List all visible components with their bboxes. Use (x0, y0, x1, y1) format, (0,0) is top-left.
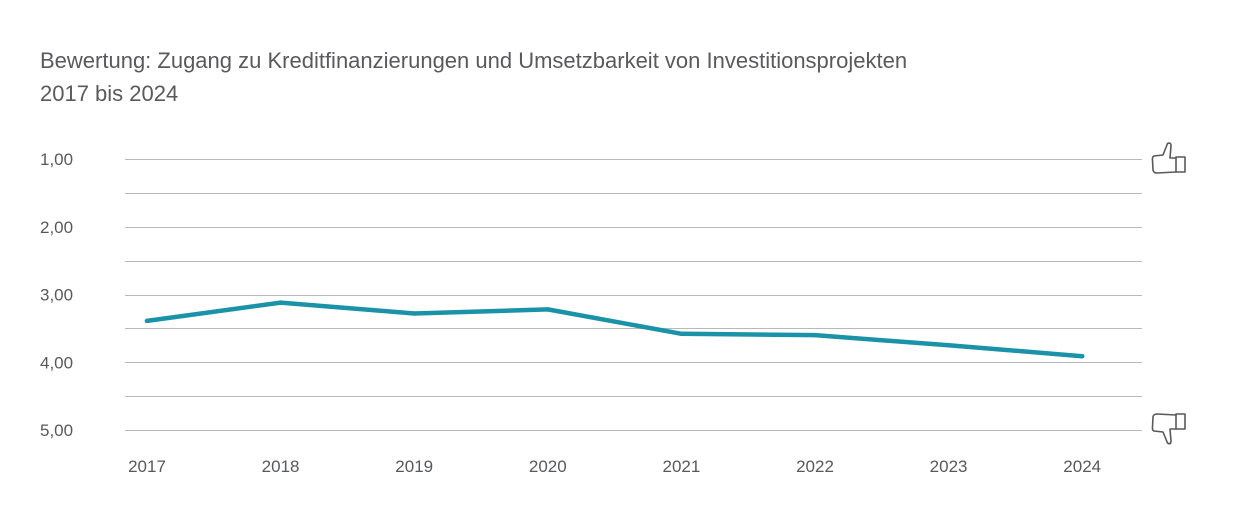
x-tick-label: 2019 (395, 457, 433, 476)
series-line (144, 300, 1085, 359)
chart-subtitle: 2017 bis 2024 (40, 81, 179, 106)
gridlines (125, 159, 1142, 431)
data-point (946, 343, 951, 348)
x-axis-ticks: 2017 2018 2019 2020 2021 2022 2023 2024 (128, 457, 1101, 476)
x-tick-label: 2022 (796, 457, 834, 476)
data-point (545, 307, 550, 312)
thumbs-up-icon (1151, 142, 1186, 174)
y-axis-ticks: 1,00 2,00 3,00 4,00 5,00 (40, 150, 73, 440)
series-layer (144, 300, 1085, 359)
data-point (679, 331, 684, 336)
x-tick-label: 2020 (529, 457, 567, 476)
data-point (144, 318, 150, 324)
x-tick-label: 2023 (930, 457, 968, 476)
data-point (1080, 353, 1085, 359)
x-tick-label: 2024 (1063, 457, 1101, 476)
y-tick-label: 4,00 (40, 353, 73, 372)
x-tick-label: 2021 (662, 457, 700, 476)
thumbs-down-icon (1151, 413, 1186, 445)
x-tick-label: 2018 (262, 457, 300, 476)
y-tick-label: 3,00 (40, 286, 73, 305)
y-tick-label: 2,00 (40, 218, 73, 237)
y-tick-label: 5,00 (40, 421, 73, 440)
chart-title-main: Bewertung: Zugang zu Kreditfinanzierunge… (40, 48, 908, 73)
x-tick-label: 2017 (128, 457, 166, 476)
y-tick-label: 1,00 (40, 150, 73, 169)
data-point (812, 332, 818, 338)
data-point (412, 311, 417, 316)
data-point (278, 300, 283, 305)
chart-title: Bewertung: Zugang zu Kreditfinanzierunge… (40, 44, 907, 110)
